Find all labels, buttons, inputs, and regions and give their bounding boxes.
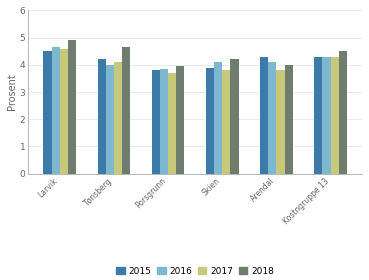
Bar xyxy=(222,70,230,174)
Bar xyxy=(168,73,176,174)
Bar xyxy=(60,48,68,174)
Bar xyxy=(106,65,114,174)
Bar xyxy=(260,57,268,174)
Bar xyxy=(68,40,76,174)
Bar xyxy=(214,62,222,174)
Bar xyxy=(276,70,284,174)
Bar xyxy=(230,59,238,174)
Bar xyxy=(323,57,331,174)
Bar xyxy=(176,66,184,174)
Bar xyxy=(284,65,293,174)
Bar xyxy=(339,51,347,174)
Bar xyxy=(206,67,214,174)
Y-axis label: Prosent: Prosent xyxy=(7,74,17,110)
Bar xyxy=(152,70,160,174)
Bar xyxy=(331,57,339,174)
Bar xyxy=(122,47,130,174)
Bar xyxy=(160,69,168,174)
Bar xyxy=(114,62,122,174)
Bar xyxy=(52,47,60,174)
Bar xyxy=(314,57,323,174)
Bar xyxy=(268,62,276,174)
Bar xyxy=(98,59,106,174)
Legend: 2015, 2016, 2017, 2018: 2015, 2016, 2017, 2018 xyxy=(113,263,277,279)
Bar xyxy=(44,51,52,174)
